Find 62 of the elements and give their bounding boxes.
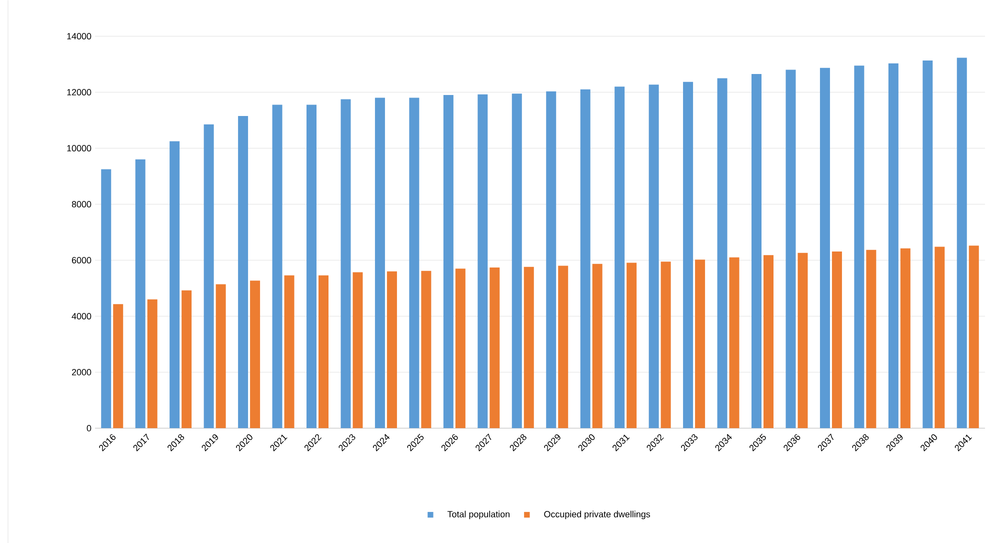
y-tick-label: 6000	[72, 256, 92, 264]
bar	[614, 86, 625, 428]
bar	[182, 290, 192, 428]
bar	[170, 141, 180, 428]
y-tick-label: 8000	[72, 200, 92, 208]
bar	[934, 246, 945, 428]
bar	[490, 267, 500, 428]
y-tick-label: 10000	[67, 144, 92, 152]
bar	[284, 275, 294, 428]
bar	[409, 98, 420, 428]
bar	[592, 264, 602, 428]
bar	[443, 94, 454, 428]
bar	[512, 93, 522, 428]
bar	[729, 257, 740, 428]
bar	[968, 245, 979, 428]
y-tick-label: 12000	[67, 88, 92, 96]
bar	[717, 78, 728, 428]
bar	[352, 272, 363, 428]
bar	[524, 266, 534, 428]
bar	[866, 250, 876, 428]
bar	[113, 304, 124, 428]
bar	[648, 84, 659, 428]
bar	[250, 280, 260, 428]
bar	[318, 275, 329, 428]
bar	[478, 94, 488, 428]
bar	[798, 252, 808, 428]
bar	[238, 116, 248, 428]
bar	[204, 124, 214, 428]
legend-label: Total population	[447, 510, 510, 519]
y-tick-label: 4000	[72, 312, 92, 320]
bar	[888, 63, 898, 428]
bar	[147, 299, 158, 428]
bar	[386, 271, 397, 428]
bar	[546, 91, 556, 428]
bar	[216, 284, 226, 428]
bar	[764, 254, 774, 428]
bar	[752, 74, 762, 428]
bar	[854, 65, 864, 428]
bar	[340, 99, 351, 428]
bar	[580, 89, 590, 428]
bar	[135, 159, 146, 428]
bar	[786, 70, 796, 428]
legend-label: Occupied private dwellings	[544, 510, 650, 519]
y-tick-label: 2000	[72, 368, 92, 376]
bar	[421, 270, 432, 428]
bar	[922, 60, 933, 428]
bar	[558, 266, 568, 428]
y-tick-label: 0	[86, 424, 92, 432]
bar	[683, 82, 694, 428]
bar	[832, 251, 842, 428]
bar	[820, 68, 830, 428]
bar	[455, 268, 466, 428]
bar	[272, 104, 282, 428]
bar	[626, 262, 637, 428]
bar	[306, 104, 317, 428]
bar	[660, 261, 671, 428]
bar	[695, 259, 706, 428]
y-tick-label: 14000	[67, 32, 92, 40]
bar	[101, 169, 112, 428]
bar	[956, 58, 967, 428]
bar	[374, 98, 385, 428]
bar	[900, 248, 910, 428]
